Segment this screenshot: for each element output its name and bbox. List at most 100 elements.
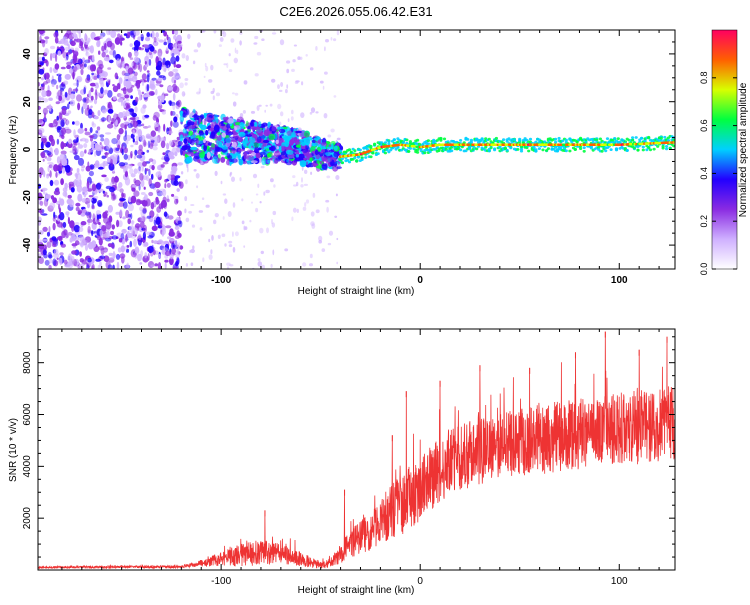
faint-speck [315, 46, 318, 51]
spectral-blob [314, 149, 319, 156]
noise-speck [73, 224, 81, 233]
spectral-blob [213, 124, 220, 133]
noise-speck [142, 104, 147, 109]
faint-speck [309, 111, 313, 115]
noise-speck [73, 262, 80, 265]
noise-speck [174, 177, 178, 182]
noise-speck [76, 79, 79, 88]
colorbar-tick-label: 0.8 [699, 72, 709, 85]
spectral-blob [325, 156, 333, 163]
noise-speck [164, 179, 168, 183]
spectral-blob [179, 134, 184, 142]
carrier-halo [554, 140, 558, 144]
faint-speck [325, 39, 329, 43]
noise-speck [91, 54, 95, 63]
noise-speck [167, 86, 174, 91]
faint-speck [304, 169, 308, 174]
noise-speck [134, 246, 140, 254]
noise-speck [112, 158, 117, 166]
noise-speck [89, 164, 95, 170]
noise-speck [108, 215, 113, 223]
noise-speck [139, 206, 144, 212]
noise-speck [132, 184, 137, 188]
faint-speck [196, 91, 201, 95]
spectral-blob [281, 142, 287, 147]
faint-speck [226, 62, 229, 69]
noise-speck [38, 105, 41, 110]
faint-speck [254, 73, 259, 77]
noise-speck [125, 209, 130, 219]
noise-speck [67, 216, 70, 225]
noise-speck [50, 195, 55, 200]
carrier-halo [462, 141, 466, 145]
noise-speck [47, 165, 50, 172]
noise-speck [142, 208, 147, 214]
faint-speck [301, 177, 303, 183]
spectral-blob [190, 146, 198, 151]
noise-speck [166, 130, 174, 134]
faint-speck [181, 53, 186, 59]
faint-speck [184, 208, 187, 214]
faint-speck [325, 199, 330, 203]
spectral-blob [261, 144, 265, 150]
noise-speck [59, 198, 65, 206]
noise-speck [71, 250, 77, 255]
noise-speck [132, 129, 135, 135]
noise-speck [127, 67, 134, 75]
faint-speck [253, 42, 258, 45]
noise-speck [81, 106, 84, 115]
faint-speck [312, 192, 316, 198]
faint-speck [201, 197, 205, 200]
noise-speck [93, 195, 99, 199]
faint-speck [226, 266, 230, 269]
noise-speck [129, 240, 133, 248]
noise-speck [167, 215, 174, 220]
noise-speck [121, 70, 126, 76]
spectral-blob [244, 136, 248, 144]
noise-speck [110, 243, 114, 248]
snr-ytick-label: 2000 [22, 507, 33, 530]
noise-speck [55, 101, 60, 105]
noise-speck [175, 55, 180, 62]
spectrogram-xtick-label: -100 [211, 275, 231, 286]
noise-speck [45, 90, 52, 97]
noise-speck [138, 89, 142, 96]
faint-speck [336, 237, 339, 241]
noise-speck [107, 264, 113, 269]
carrier-halo [613, 137, 617, 140]
faint-speck [321, 248, 326, 253]
noise-speck [38, 68, 45, 75]
noise-speck [121, 148, 124, 156]
noise-speck [134, 50, 139, 57]
noise-speck [110, 30, 117, 38]
noise-speck [56, 84, 59, 90]
noise-speck [111, 138, 118, 145]
faint-speck [181, 91, 186, 97]
faint-speck [252, 173, 258, 179]
noise-speck [118, 77, 123, 85]
colorbar-label: Normalized spectral amplitude [738, 82, 749, 217]
noise-speck [115, 147, 120, 151]
noise-speck [67, 255, 71, 261]
faint-speck [232, 246, 236, 253]
carrier-halo [636, 148, 640, 152]
faint-speck [272, 210, 277, 216]
noise-speck [42, 249, 47, 256]
spectral-blob [211, 156, 219, 164]
noise-speck [177, 232, 182, 238]
noise-speck [62, 221, 67, 228]
noise-speck [65, 234, 69, 239]
noise-speck [141, 73, 147, 81]
noise-speck [54, 63, 60, 70]
noise-speck [41, 238, 48, 242]
spectral-blob [209, 127, 215, 131]
carrier-halo [641, 145, 645, 149]
faint-speck [232, 101, 237, 107]
carrier-halo [385, 148, 389, 152]
faint-speck [179, 82, 184, 89]
noise-speck [43, 112, 47, 121]
noise-speck [159, 84, 164, 88]
faint-speck [294, 81, 299, 84]
noise-speck [117, 160, 120, 163]
spectral-blob [213, 121, 217, 127]
